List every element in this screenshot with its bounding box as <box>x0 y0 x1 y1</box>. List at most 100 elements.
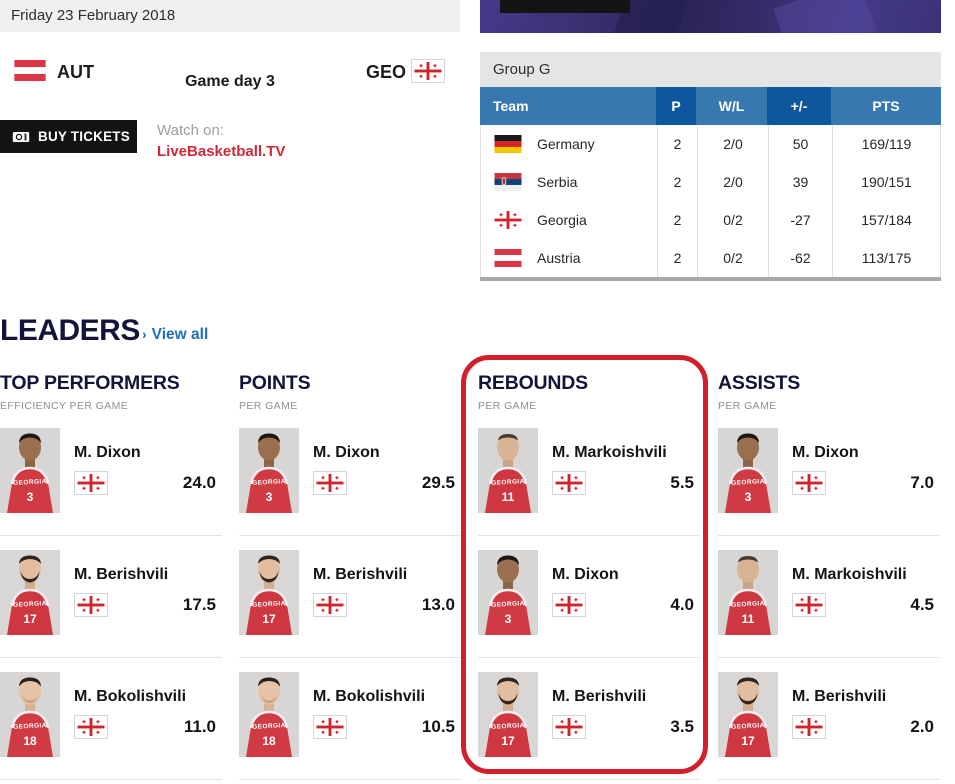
georgia-flag-icon <box>74 471 108 495</box>
georgia-flag-icon <box>313 715 347 739</box>
player-name: M. Dixon <box>313 444 380 461</box>
col-header-plusminus: +/- <box>767 87 831 125</box>
player-name: M. Berishvili <box>74 566 169 583</box>
cell-winloss: 2/0 <box>697 125 768 163</box>
col-header-played: P <box>656 87 696 125</box>
hero-image[interactable] <box>480 0 941 33</box>
player-name: M. Berishvili <box>552 688 647 705</box>
home-team-code: AUT <box>57 62 94 82</box>
leader-row[interactable]: GEORGIA 3 M. Dixon 24.0 <box>0 414 222 536</box>
jersey-number: 17 <box>501 734 515 748</box>
category-subtitle: PER GAME <box>718 400 777 412</box>
col-header-winloss: W/L <box>696 87 767 125</box>
standings-row-germany[interactable]: Germany 2 2/0 50 169/119 <box>481 125 940 163</box>
cell-winloss: 0/2 <box>697 239 768 277</box>
standings-header-row: Team P W/L +/- PTS <box>480 87 941 125</box>
leader-row[interactable]: GEORGIA 17 M. Berishvili 17.5 <box>0 536 222 658</box>
cell-played: 2 <box>657 163 697 201</box>
player-name: M. Dixon <box>792 444 859 461</box>
category-title: REBOUNDS <box>478 372 588 394</box>
georgia-flag-icon <box>411 59 445 83</box>
cell-points: 113/175 <box>832 239 940 277</box>
standings-row-serbia[interactable]: Serbia 2 2/0 39 190/151 <box>481 163 940 201</box>
stat-value: 2.0 <box>910 717 934 736</box>
leader-row[interactable]: GEORGIA 17 M. Berishvili 2.0 <box>718 658 940 780</box>
standings-row-austria[interactable]: Austria 2 0/2 -62 113/175 <box>481 239 940 277</box>
jersey-number: 17 <box>23 612 37 626</box>
austria-flag-icon <box>14 60 46 81</box>
georgia-flag-icon <box>74 593 108 617</box>
leader-row[interactable]: GEORGIA 3 M. Dixon 7.0 <box>718 414 940 536</box>
jersey-number: 18 <box>23 734 37 748</box>
livebasketball-link[interactable]: LiveBasketball.TV <box>157 143 286 160</box>
jersey-number: 3 <box>265 490 273 504</box>
leader-row[interactable]: GEORGIA 11 M. Markoishvili 5.5 <box>478 414 700 536</box>
cell-plusminus: 50 <box>768 125 832 163</box>
cell-winloss: 0/2 <box>697 201 768 239</box>
stat-value: 4.5 <box>910 595 934 614</box>
georgia-flag-icon <box>493 211 523 229</box>
player-photo: GEORGIA 18 <box>0 672 60 757</box>
leaders-column-points: POINTS PER GAME GEORGIA 3 M. Dixon 29.5 … <box>239 372 461 780</box>
jersey-number: 3 <box>744 490 752 504</box>
watch-on-label: Watch on: <box>157 122 224 139</box>
stat-value: 29.5 <box>421 473 455 492</box>
georgia-flag-icon <box>313 471 347 495</box>
cell-points: 169/119 <box>832 125 940 163</box>
jersey-number: 11 <box>741 612 755 626</box>
match-date-bar: Friday 23 February 2018 <box>0 0 460 32</box>
leader-row[interactable]: GEORGIA 17 M. Berishvili 3.5 <box>478 658 700 780</box>
view-all-label: View all <box>151 326 209 343</box>
leaders-column-assists: ASSISTS PER GAME GEORGIA 3 M. Dixon 7.0 … <box>718 372 940 780</box>
standings-row-georgia[interactable]: Georgia 2 0/2 -27 157/184 <box>481 201 940 239</box>
team-name: Austria <box>537 250 581 266</box>
georgia-flag-icon <box>792 715 826 739</box>
cell-points: 190/151 <box>832 163 940 201</box>
category-subtitle: PER GAME <box>478 400 537 412</box>
category-subtitle: EFFICIENCY PER GAME <box>0 400 129 412</box>
leader-row[interactable]: GEORGIA 11 M. Markoishvili 4.5 <box>718 536 940 658</box>
hero-photo-shape <box>773 0 877 33</box>
player-name: M. Dixon <box>552 566 619 583</box>
leaders-column-top-performers: TOP PERFORMERS EFFICIENCY PER GAME GEORG… <box>0 372 222 780</box>
cell-winloss: 2/0 <box>697 163 768 201</box>
player-photo: GEORGIA 17 <box>239 550 299 635</box>
player-photo: GEORGIA 11 <box>478 428 538 513</box>
stat-value: 24.0 <box>182 473 216 492</box>
view-all-link[interactable]: › View all <box>142 326 208 344</box>
player-photo: GEORGIA 3 <box>0 428 60 513</box>
player-photo: GEORGIA 17 <box>0 550 60 635</box>
stat-value: 4.0 <box>670 595 694 614</box>
georgia-flag-icon <box>552 715 586 739</box>
cell-plusminus: 39 <box>768 163 832 201</box>
buy-tickets-label: BUY TICKETS <box>38 129 130 144</box>
standings-card: Group G Team P W/L +/- PTS Germany 2 2/0… <box>480 52 941 281</box>
jersey-number: 3 <box>504 612 512 626</box>
leader-row[interactable]: GEORGIA 18 M. Bokolishvili 11.0 <box>0 658 222 780</box>
leader-row[interactable]: GEORGIA 17 M. Berishvili 13.0 <box>239 536 461 658</box>
leader-row[interactable]: GEORGIA 3 M. Dixon 29.5 <box>239 414 461 536</box>
buy-tickets-button[interactable]: BUY TICKETS <box>0 120 137 153</box>
georgia-flag-icon <box>74 715 108 739</box>
cell-played: 2 <box>657 125 697 163</box>
germany-flag-icon <box>493 135 523 153</box>
jersey-number: 11 <box>501 490 515 504</box>
leader-row[interactable]: GEORGIA 18 M. Bokolishvili 10.5 <box>239 658 461 780</box>
georgia-flag-icon <box>313 593 347 617</box>
georgia-flag-icon <box>552 593 586 617</box>
category-title: TOP PERFORMERS <box>0 372 180 394</box>
category-subtitle: PER GAME <box>239 400 298 412</box>
stat-value: 10.5 <box>421 717 455 736</box>
player-photo: GEORGIA 17 <box>478 672 538 757</box>
player-photo: GEORGIA 3 <box>478 550 538 635</box>
jersey-number: 17 <box>262 612 276 626</box>
georgia-flag-icon <box>792 471 826 495</box>
stat-value: 7.0 <box>910 473 934 492</box>
player-name: M. Markoishvili <box>792 566 907 583</box>
ticket-icon <box>12 131 30 143</box>
cell-played: 2 <box>657 239 697 277</box>
player-photo: GEORGIA 17 <box>718 672 778 757</box>
leader-row[interactable]: GEORGIA 3 M. Dixon 4.0 <box>478 536 700 658</box>
player-name: M. Bokolishvili <box>313 688 426 705</box>
stat-value: 17.5 <box>182 595 216 614</box>
